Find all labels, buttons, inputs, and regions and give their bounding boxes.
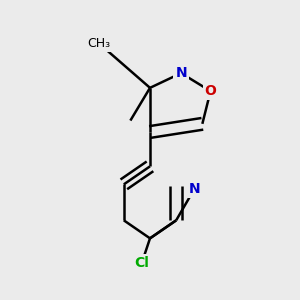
Text: CH₃: CH₃ xyxy=(88,37,111,50)
Text: Cl: Cl xyxy=(134,256,149,270)
Text: N: N xyxy=(175,66,187,80)
Text: N: N xyxy=(188,182,200,196)
Text: O: O xyxy=(205,84,217,98)
